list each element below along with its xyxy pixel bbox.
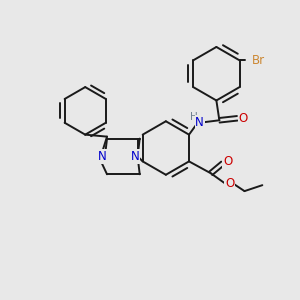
Text: N: N bbox=[130, 150, 139, 163]
Text: O: O bbox=[238, 112, 248, 125]
Text: N: N bbox=[98, 150, 106, 163]
Text: N: N bbox=[195, 116, 204, 129]
Text: O: O bbox=[225, 177, 234, 190]
Text: H: H bbox=[190, 112, 197, 122]
Text: O: O bbox=[223, 155, 232, 168]
Text: Br: Br bbox=[251, 54, 265, 67]
